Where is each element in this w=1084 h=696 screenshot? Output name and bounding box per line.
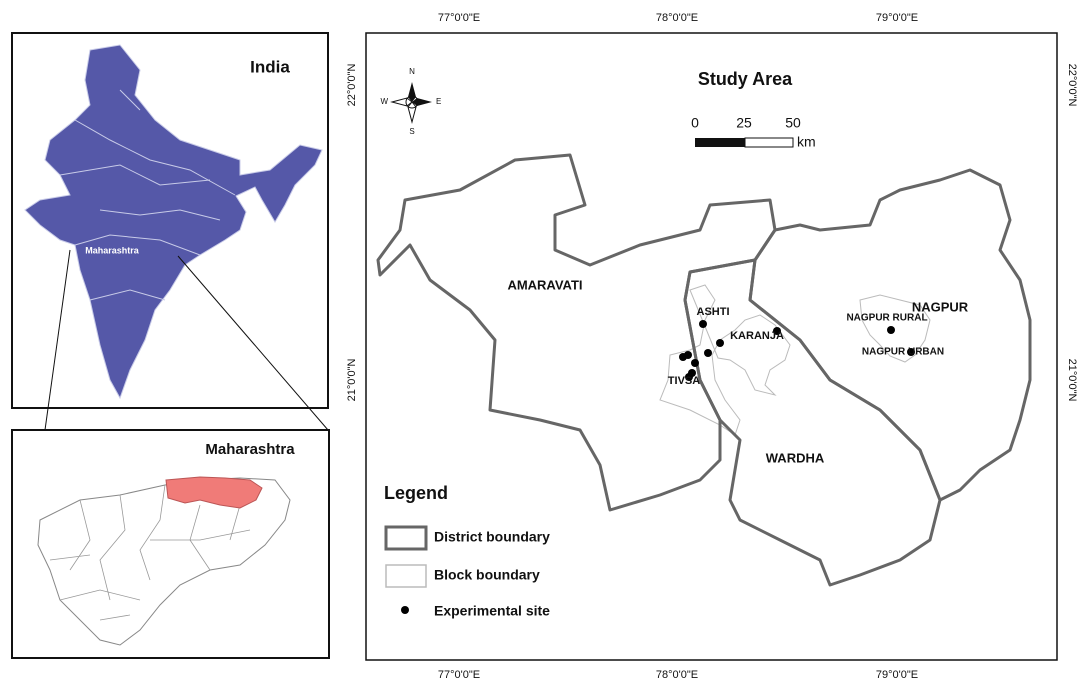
block-label: NAGPUR URBAN bbox=[862, 347, 944, 358]
map-frame bbox=[365, 32, 1058, 661]
longitude-label: 77°0'0"E bbox=[438, 12, 480, 24]
latitude-label: 22°0'0"N bbox=[1066, 64, 1078, 107]
scale-unit: km bbox=[797, 134, 816, 150]
scale-label: 0 bbox=[691, 115, 699, 131]
legend-swatch bbox=[385, 564, 427, 588]
scale-segment bbox=[695, 138, 745, 147]
india-state-lines bbox=[59, 89, 221, 301]
latitude-label: 21°0'0"N bbox=[1066, 359, 1078, 402]
legend-label: Block boundary bbox=[434, 567, 540, 583]
inset-title: Maharashtra bbox=[205, 441, 295, 458]
compass-n: N bbox=[409, 67, 415, 76]
legend-swatch bbox=[401, 606, 409, 614]
india-internal-boundaries bbox=[74, 119, 236, 196]
compass-w: W bbox=[380, 97, 388, 106]
longitude-label: 78°0'0"E bbox=[656, 12, 698, 24]
latitude-label: 22°0'0"N bbox=[346, 64, 358, 107]
block-boundaries bbox=[659, 284, 931, 436]
longitude-label: 79°0'0"E bbox=[876, 669, 918, 681]
legend-title: Legend bbox=[384, 483, 448, 503]
longitude-label: 78°0'0"E bbox=[656, 669, 698, 681]
block-label: NAGPUR RURAL bbox=[846, 313, 927, 324]
district-label: NAGPUR bbox=[912, 299, 969, 314]
scale-label: 25 bbox=[736, 115, 752, 131]
block-label: TIVSA bbox=[668, 375, 700, 387]
district-label: AMARAVATI bbox=[507, 277, 582, 292]
legend-swatch bbox=[384, 525, 428, 551]
compass-e: E bbox=[436, 97, 441, 106]
maharashtra-districts bbox=[49, 484, 251, 621]
india-title: India bbox=[250, 57, 290, 76]
district-label: WARDHA bbox=[766, 450, 825, 465]
block-label: ASHTI bbox=[697, 306, 730, 318]
legend-label: District boundary bbox=[434, 529, 550, 545]
study-region-highlight bbox=[165, 476, 263, 509]
state-label: Maharashtra bbox=[85, 245, 140, 255]
scale-label: 50 bbox=[785, 115, 801, 131]
compass-s: S bbox=[409, 127, 414, 136]
india-shape bbox=[24, 44, 323, 400]
scale-segment bbox=[744, 137, 794, 148]
district-boundaries bbox=[376, 153, 1032, 587]
north-arrow bbox=[390, 82, 432, 124]
connector bbox=[177, 255, 329, 431]
map-title: Study Area bbox=[698, 69, 793, 89]
longitude-label: 77°0'0"E bbox=[438, 669, 480, 681]
latitude-label: 21°0'0"N bbox=[346, 359, 358, 402]
experimental-sites bbox=[679, 320, 915, 381]
longitude-label: 79°0'0"E bbox=[876, 12, 918, 24]
legend-label: Experimental site bbox=[434, 603, 550, 619]
block-label: KARANJA bbox=[730, 330, 784, 342]
connector bbox=[44, 249, 71, 431]
